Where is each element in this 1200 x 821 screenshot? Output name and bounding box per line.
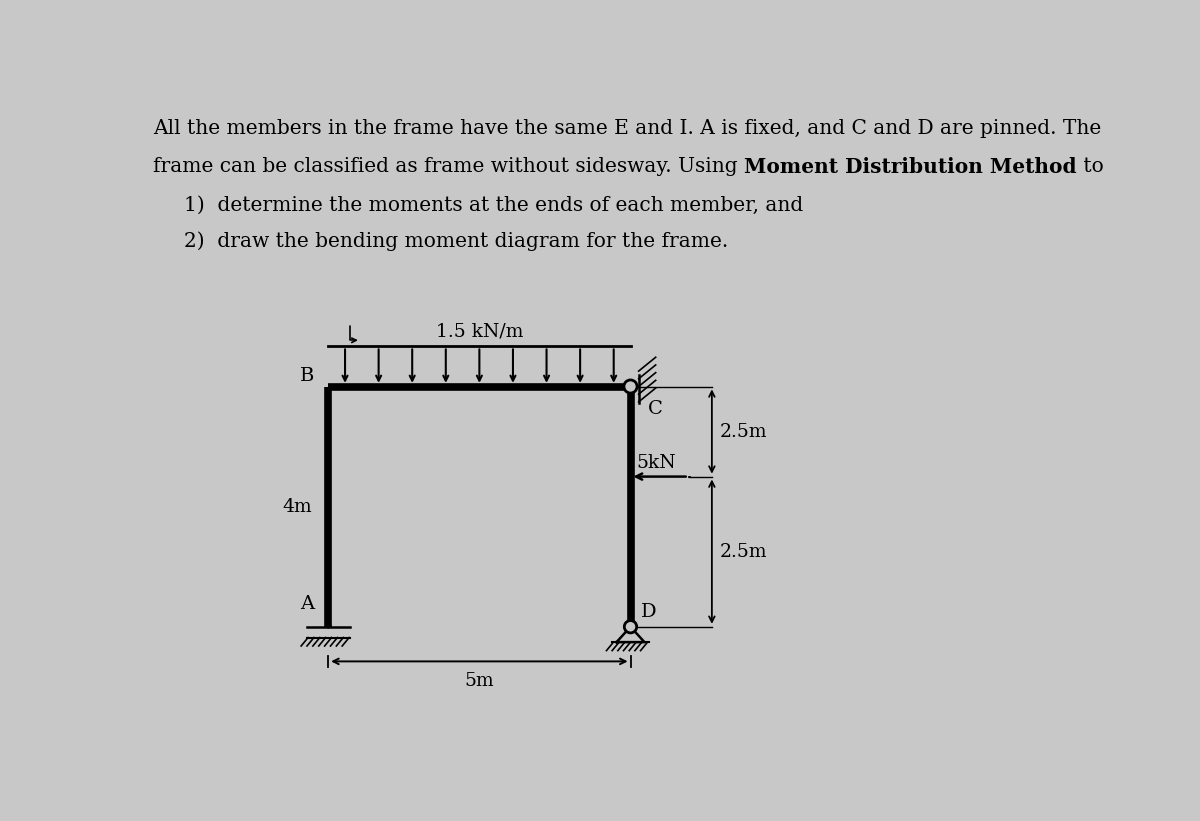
Text: frame can be classified as frame without sidesway. Using: frame can be classified as frame without… (154, 157, 744, 176)
Text: 2.5m: 2.5m (720, 543, 767, 561)
Circle shape (624, 380, 637, 393)
Text: to: to (1076, 157, 1104, 176)
Text: A: A (300, 595, 314, 613)
Text: C: C (648, 401, 662, 419)
Text: D: D (641, 603, 656, 621)
Text: 2.5m: 2.5m (720, 423, 767, 441)
Circle shape (624, 621, 637, 633)
Text: 1.5 kN/m: 1.5 kN/m (436, 323, 523, 340)
Text: 2)  draw the bending moment diagram for the frame.: 2) draw the bending moment diagram for t… (184, 231, 728, 250)
Text: 1)  determine the moments at the ends of each member, and: 1) determine the moments at the ends of … (184, 195, 803, 214)
Text: B: B (300, 367, 314, 385)
Text: 4m: 4m (282, 498, 312, 516)
Text: All the members in the frame have the same E and I. A is fixed, and C and D are : All the members in the frame have the sa… (154, 118, 1102, 138)
Text: 5kN: 5kN (637, 454, 677, 472)
Text: Moment Distribution Method: Moment Distribution Method (744, 157, 1076, 177)
Text: 5m: 5m (464, 672, 494, 690)
